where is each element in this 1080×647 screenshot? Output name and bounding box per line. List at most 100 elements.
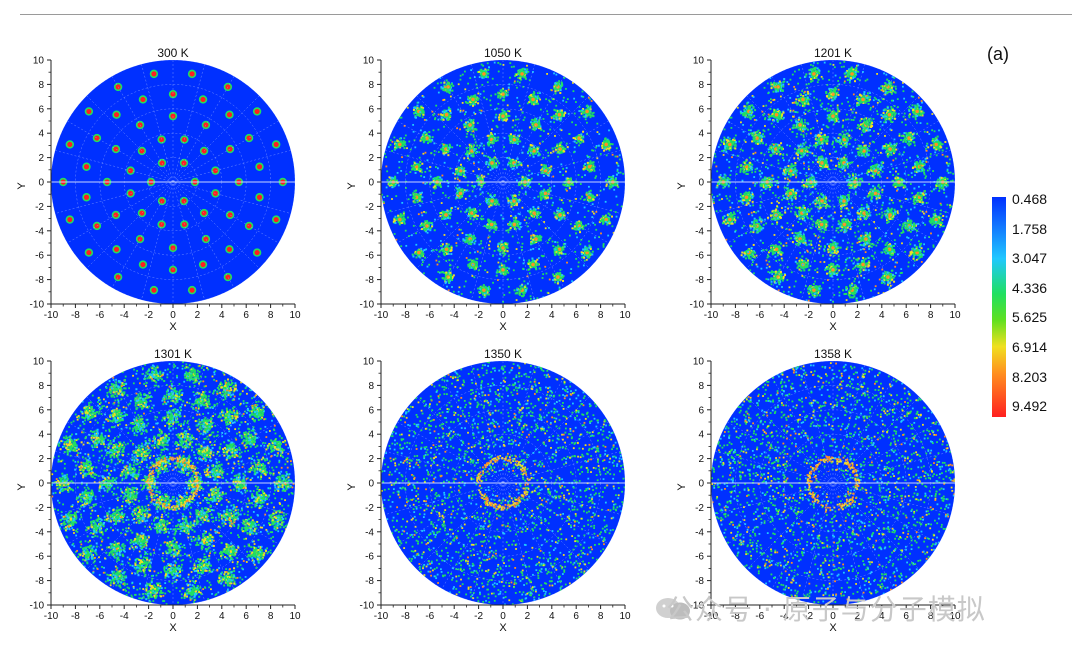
density-dot	[429, 227, 432, 230]
density-dot	[454, 173, 457, 176]
density-dot	[585, 247, 588, 250]
density-dot	[519, 78, 522, 81]
density-dot	[562, 174, 564, 177]
density-dot	[404, 134, 407, 137]
density-dot	[562, 210, 565, 213]
density-dot	[417, 101, 420, 104]
density-dot	[413, 201, 416, 204]
density-dot	[506, 270, 509, 273]
density-dot	[415, 243, 418, 246]
density-dot	[394, 177, 397, 180]
density-dot	[481, 176, 484, 179]
density-dot	[485, 201, 488, 204]
density-dot	[560, 141, 563, 144]
density-dot	[559, 273, 562, 276]
density-dot	[395, 142, 398, 145]
density-dot	[506, 242, 509, 245]
density-dot	[859, 182, 862, 185]
density-dot	[581, 90, 584, 93]
density-dot	[563, 113, 566, 116]
density-dot	[580, 251, 583, 254]
density-dot	[438, 212, 441, 215]
density-dot	[533, 127, 536, 130]
density-dot	[574, 137, 577, 140]
density-dot	[815, 182, 818, 185]
density-dot	[481, 83, 484, 86]
density-dot	[528, 147, 531, 150]
density-dot	[822, 195, 825, 198]
y-tick-label: 10	[363, 56, 375, 67]
density-dot	[433, 185, 436, 188]
density-dot	[476, 250, 479, 253]
density-dot	[483, 154, 485, 157]
density-dot	[498, 266, 501, 269]
density-dot	[538, 234, 541, 237]
density-dot	[447, 182, 450, 185]
density-dot	[842, 167, 845, 170]
density-dot	[477, 183, 480, 186]
density-dot	[492, 254, 494, 257]
density-dot	[593, 165, 596, 168]
density-dot	[437, 128, 440, 131]
density-dot	[480, 242, 482, 245]
density-dot	[531, 124, 534, 127]
density-dot	[394, 141, 397, 144]
density-dot	[527, 70, 530, 73]
density-dot	[576, 224, 579, 227]
density-dot	[560, 163, 563, 166]
density-dot	[421, 116, 424, 119]
density-dot	[439, 148, 442, 151]
density-dot	[843, 166, 846, 169]
density-dot	[595, 210, 598, 213]
density-dot	[404, 141, 407, 144]
density-dot	[497, 245, 500, 248]
density-dot	[448, 281, 451, 284]
density-dot	[411, 167, 414, 170]
density-dot	[552, 245, 555, 247]
density-dot	[533, 92, 536, 95]
x-tick-label: 4	[549, 310, 555, 321]
density-dot	[521, 248, 523, 251]
x-tick-label: -8	[401, 310, 410, 321]
density-dot	[473, 260, 476, 263]
density-dot	[488, 205, 491, 208]
density-dot	[467, 128, 470, 131]
density-dot	[487, 163, 490, 166]
density-dot	[455, 242, 458, 244]
density-dot	[471, 120, 474, 123]
density-dot	[477, 102, 480, 105]
density-dot	[480, 68, 483, 71]
density-dot	[473, 186, 475, 189]
density-dot	[557, 207, 560, 210]
density-dot	[858, 177, 861, 180]
density-dot	[502, 244, 505, 247]
density-dot	[548, 99, 551, 102]
density-dot	[419, 192, 422, 195]
density-dot	[457, 178, 459, 181]
density-dot	[559, 109, 562, 112]
density-dot	[425, 119, 428, 121]
density-dot	[604, 220, 607, 223]
density-dot	[810, 186, 813, 189]
density-dot	[476, 98, 479, 101]
density-dot	[532, 238, 534, 241]
density-dot	[422, 111, 425, 114]
density-dot	[487, 68, 490, 71]
density-dot	[588, 106, 591, 109]
density-dot	[401, 220, 404, 223]
density-dot	[493, 250, 496, 252]
density-dot	[563, 239, 566, 242]
density-dot	[495, 158, 498, 161]
density-dot	[541, 166, 544, 169]
density-dot	[583, 256, 586, 259]
density-dot	[494, 116, 497, 119]
density-dot	[445, 210, 448, 213]
density-dot	[475, 147, 478, 150]
density-dot	[493, 221, 496, 224]
density-dot	[418, 255, 421, 258]
density-dot	[528, 79, 531, 82]
density-dot	[587, 249, 589, 252]
y-tick-label: 4	[38, 129, 44, 140]
density-dot	[526, 282, 529, 285]
density-dot	[556, 272, 559, 275]
